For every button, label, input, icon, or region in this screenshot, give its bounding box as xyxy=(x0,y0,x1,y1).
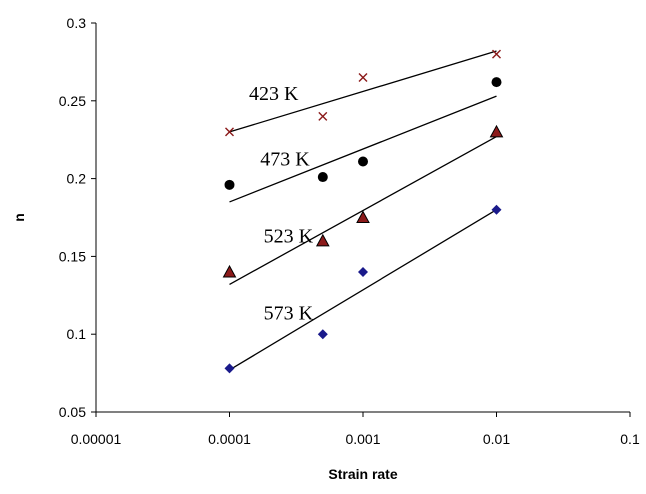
data-point-s1-p3 xyxy=(491,77,502,88)
data-point-s2-p0 xyxy=(222,264,237,278)
fit-line-3 xyxy=(229,209,497,371)
data-point-s1-p2 xyxy=(358,156,368,167)
data-point-s0-p1 xyxy=(318,111,328,121)
series-label-1: 473 K xyxy=(260,149,310,171)
data-point-s3-p2 xyxy=(358,266,368,277)
data-point-s1-p1 xyxy=(317,172,328,183)
data-point-s3-p1 xyxy=(317,329,328,340)
x-marker-stroke xyxy=(318,111,328,121)
x-marker-stroke xyxy=(225,127,234,137)
y-tick-label: 0.2 xyxy=(67,171,87,187)
y-tick-label: 0.25 xyxy=(59,93,86,109)
fit-line-0 xyxy=(229,50,497,133)
x-tick-label: 0.0001 xyxy=(208,431,251,447)
data-point-s0-p3 xyxy=(492,49,501,59)
x-tick-label: 0.00001 xyxy=(71,431,122,447)
data-point-s0-p0 xyxy=(225,127,234,137)
data-point-s1-p0 xyxy=(224,179,235,190)
x-marker-stroke xyxy=(492,49,501,59)
series-labels: 423 K 473 K 523 K 573 K xyxy=(249,83,314,325)
series-label-2: 523 K xyxy=(264,226,314,248)
data-point-s2-p1 xyxy=(315,233,330,247)
data-point-s0-p2 xyxy=(358,72,368,82)
y-tick-label: 0.3 xyxy=(67,15,87,31)
series-label-3: 573 K xyxy=(264,303,314,325)
y-tick-label: 0.15 xyxy=(59,248,86,264)
y-axis-title: n xyxy=(11,213,27,222)
y-tick-label: 0.1 xyxy=(67,326,87,342)
fit-line-1 xyxy=(229,95,497,203)
x-tick-label: 0.01 xyxy=(483,431,510,447)
x-axis-title: Strain rate xyxy=(328,466,397,482)
data-point-s3-p3 xyxy=(491,204,502,215)
x-tick-label: 0.1 xyxy=(620,431,640,447)
x-marker-stroke xyxy=(358,72,368,82)
data-point-s2-p2 xyxy=(356,210,370,223)
y-tick-label: 0.05 xyxy=(59,404,86,420)
axes: 0.05 0.1 0.15 0.2 0.25 0.3 0.00001 0.0001 0.001 0… xyxy=(59,15,640,447)
data-point-s2-p3 xyxy=(489,124,504,138)
data-markers xyxy=(222,49,504,374)
data-point-s3-p0 xyxy=(224,363,235,374)
series-label-0: 423 K xyxy=(249,83,299,105)
x-tick-label: 0.001 xyxy=(345,431,380,447)
